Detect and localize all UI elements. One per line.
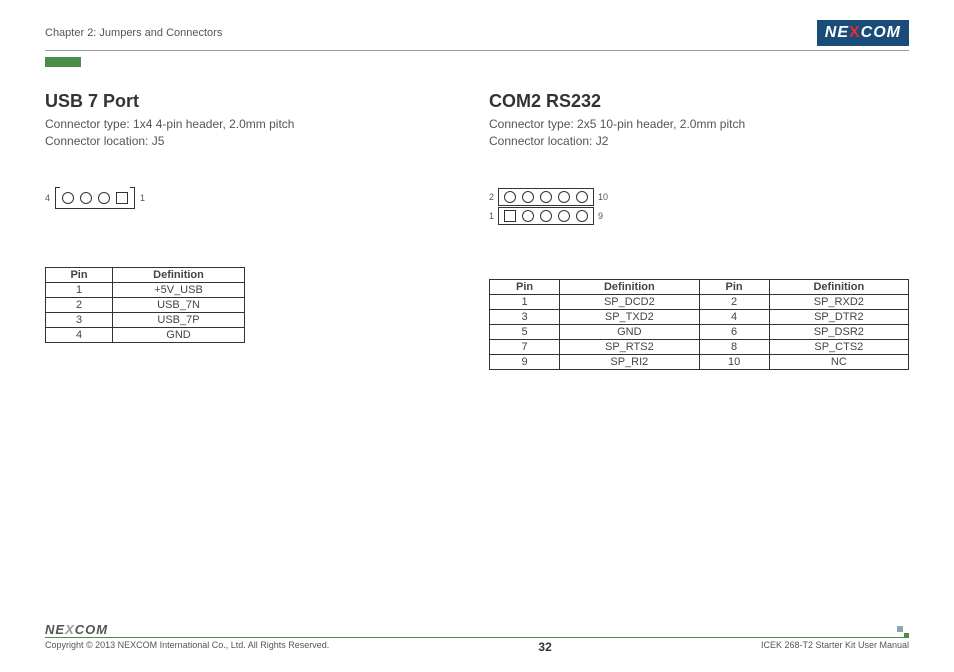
pin-label: 10 xyxy=(598,192,608,202)
section-desc-usb: Connector type: 1x4 4-pin header, 2.0mm … xyxy=(45,116,449,150)
pin-circle-icon xyxy=(558,210,570,222)
logo-text-x: X xyxy=(849,24,861,41)
pin-table-usb: Pin Definition 1+5V_USB 2USB_7N 3USB_7P … xyxy=(45,267,245,343)
pin-label: 9 xyxy=(598,211,603,221)
table-header: Definition xyxy=(113,267,245,282)
section-title-usb: USB 7 Port xyxy=(45,91,449,112)
logo-text-pre: NE xyxy=(825,24,849,41)
pin-label: 1 xyxy=(489,211,494,221)
pin-circle-icon xyxy=(98,192,110,204)
table-row: 4GND xyxy=(46,327,245,342)
table-row: 1+5V_USB xyxy=(46,282,245,297)
pin-header-4 xyxy=(55,188,135,209)
logo-text-post: COM xyxy=(861,24,901,41)
pin-label: 1 xyxy=(140,193,145,203)
desc-line: Connector location: J2 xyxy=(489,134,608,148)
table-header: Definition xyxy=(769,279,908,294)
pin-circle-icon xyxy=(522,191,534,203)
copyright-text: Copyright © 2013 NEXCOM International Co… xyxy=(45,640,329,650)
pin-circle-icon xyxy=(576,210,588,222)
pin-circle-icon xyxy=(80,192,92,204)
pin-row-top xyxy=(498,188,594,206)
desc-line: Connector type: 1x4 4-pin header, 2.0mm … xyxy=(45,117,294,131)
table-row: 5GND6SP_DSR2 xyxy=(490,324,909,339)
pin-square-icon xyxy=(504,210,516,222)
desc-line: Connector location: J5 xyxy=(45,134,164,148)
table-header: Definition xyxy=(560,279,699,294)
pin-row-bottom xyxy=(498,207,594,225)
right-column: COM2 RS232 Connector type: 2x5 10-pin he… xyxy=(489,91,909,370)
pin-circle-icon xyxy=(540,191,552,203)
section-title-com2: COM2 RS232 xyxy=(489,91,909,112)
section-desc-com2: Connector type: 2x5 10-pin header, 2.0mm… xyxy=(489,116,909,150)
page-header: Chapter 2: Jumpers and Connectors NEXCOM xyxy=(45,20,909,51)
table-header: Pin xyxy=(46,267,113,282)
pin-label: 2 xyxy=(489,192,494,202)
header-accent-bar xyxy=(45,57,81,67)
pin-circle-icon xyxy=(522,210,534,222)
desc-line: Connector type: 2x5 10-pin header, 2.0mm… xyxy=(489,117,745,131)
chapter-title: Chapter 2: Jumpers and Connectors xyxy=(45,27,222,39)
connector-diagram-com2: 2 10 1 xyxy=(489,188,909,225)
pin-circle-icon xyxy=(62,192,74,204)
manual-title: ICEK 268-T2 Starter Kit User Manual xyxy=(761,640,909,650)
left-column: USB 7 Port Connector type: 1x4 4-pin hea… xyxy=(45,91,449,370)
table-row: 3SP_TXD24SP_DTR2 xyxy=(490,309,909,324)
page-footer: NEXCOM Copyright © 2013 NEXCOM Internati… xyxy=(45,622,909,654)
page-number: 32 xyxy=(538,640,551,654)
pin-square-icon xyxy=(116,192,128,204)
pin-circle-icon xyxy=(576,191,588,203)
table-row: 9SP_RI210NC xyxy=(490,354,909,369)
footer-logo: NEXCOM xyxy=(45,622,909,637)
table-row: 7SP_RTS28SP_CTS2 xyxy=(490,339,909,354)
table-row: 2USB_7N xyxy=(46,297,245,312)
pin-table-com2: Pin Definition Pin Definition 1SP_DCD22S… xyxy=(489,279,909,370)
logo: NEXCOM xyxy=(817,20,909,46)
table-header: Pin xyxy=(699,279,769,294)
table-header: Pin xyxy=(490,279,560,294)
connector-diagram-usb: 4 1 xyxy=(45,188,449,209)
pin-circle-icon xyxy=(504,191,516,203)
pin-label: 4 xyxy=(45,193,50,203)
pin-circle-icon xyxy=(558,191,570,203)
table-row: 1SP_DCD22SP_RXD2 xyxy=(490,294,909,309)
table-row: 3USB_7P xyxy=(46,312,245,327)
pin-circle-icon xyxy=(540,210,552,222)
